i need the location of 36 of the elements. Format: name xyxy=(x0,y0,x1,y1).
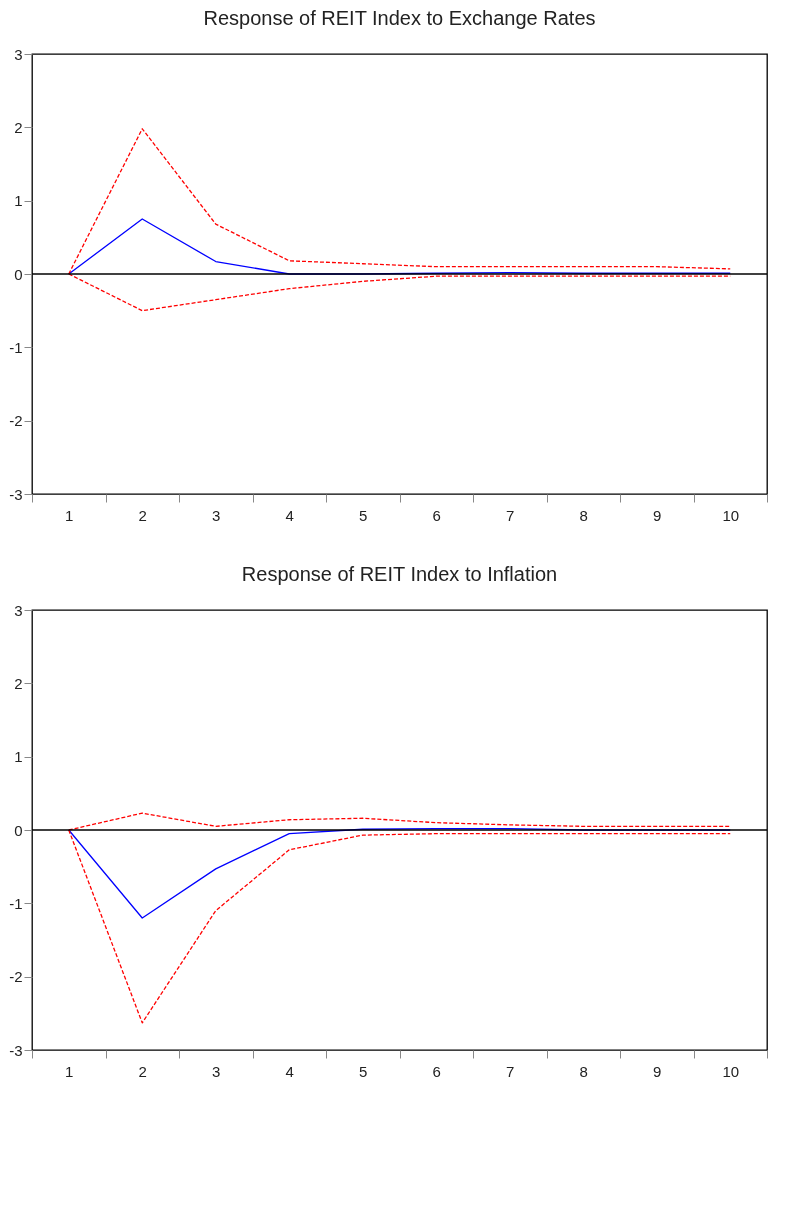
x-tick-label: 4 xyxy=(285,506,294,524)
y-tick-label: -2 xyxy=(9,412,23,430)
y-tick-label: 2 xyxy=(14,118,23,136)
x-tick-label: 2 xyxy=(138,1062,147,1080)
y-tick-label: 0 xyxy=(14,821,23,839)
y-tick-label: 3 xyxy=(14,601,23,619)
x-tick-label: 3 xyxy=(212,506,221,524)
chart-title: Response of REIT Index to Inflation xyxy=(241,563,558,585)
x-tick-label: 9 xyxy=(653,506,662,524)
y-tick-label: -1 xyxy=(9,338,23,356)
y-tick-label: -3 xyxy=(9,485,23,503)
x-tick-label: 5 xyxy=(359,506,368,524)
x-tick-label: 10 xyxy=(722,1062,740,1080)
x-tick-label: 4 xyxy=(285,1062,294,1080)
y-tick-label: 1 xyxy=(14,192,23,210)
x-tick-label: 8 xyxy=(579,1062,588,1080)
y-tick-label: 3 xyxy=(14,45,23,63)
y-tick-label: 2 xyxy=(14,674,23,692)
y-tick-label: -3 xyxy=(9,1041,23,1059)
x-tick-label: 1 xyxy=(65,506,74,524)
x-tick-label: 9 xyxy=(653,1062,662,1080)
y-tick-label: 1 xyxy=(14,748,23,766)
y-tick-label: -2 xyxy=(9,968,23,986)
x-tick-label: 7 xyxy=(506,1062,515,1080)
x-tick-label: 6 xyxy=(432,1062,441,1080)
x-tick-label: 6 xyxy=(432,506,441,524)
x-tick-label: 7 xyxy=(506,506,515,524)
x-tick-label: 8 xyxy=(579,506,588,524)
chart-title: Response of REIT Index to Exchange Rates xyxy=(203,7,596,29)
x-tick-label: 5 xyxy=(359,1062,368,1080)
x-tick-label: 10 xyxy=(722,506,740,524)
x-tick-label: 1 xyxy=(65,1062,74,1080)
x-tick-label: 3 xyxy=(212,1062,221,1080)
y-tick-label: 0 xyxy=(14,265,23,283)
x-tick-label: 2 xyxy=(138,506,147,524)
y-tick-label: -1 xyxy=(9,894,23,912)
